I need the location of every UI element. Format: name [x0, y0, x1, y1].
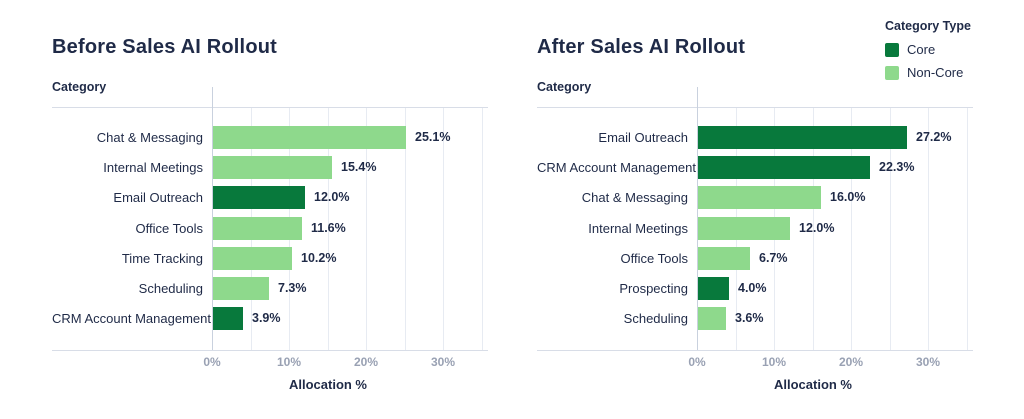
bar[interactable] — [213, 247, 292, 270]
bar[interactable] — [213, 186, 305, 209]
category-label: Scheduling — [138, 281, 203, 296]
x-tick-label: 20% — [838, 355, 864, 369]
gridline — [966, 108, 968, 350]
x-tick-label: 10% — [761, 355, 787, 369]
legend-title: Category Type — [885, 19, 971, 33]
category-label: CRM Account Management — [537, 160, 696, 175]
x-axis-line — [537, 350, 973, 351]
legend-item-non-core[interactable]: Non-Core — [885, 65, 971, 80]
gridline — [443, 108, 444, 350]
x-axis-title: Allocation % — [288, 377, 367, 392]
bar[interactable] — [213, 156, 332, 179]
gridline — [481, 108, 483, 350]
bar[interactable] — [213, 126, 406, 149]
gridline — [889, 108, 891, 350]
value-label: 3.9% — [252, 311, 281, 325]
non-core-color-swatch-icon — [885, 65, 899, 80]
bar[interactable] — [698, 247, 750, 270]
value-label: 10.2% — [301, 251, 337, 265]
core-color-swatch-icon — [885, 42, 899, 57]
category-label: Prospecting — [619, 281, 688, 296]
x-tick-label: 10% — [276, 355, 302, 369]
category-label: Chat & Messaging — [96, 130, 203, 145]
bar[interactable] — [213, 277, 269, 300]
zero-baseline — [212, 87, 213, 350]
x-axis-title: Allocation % — [773, 377, 852, 392]
gridline — [812, 108, 814, 350]
category-label: Office Tools — [135, 221, 203, 236]
gridline — [366, 108, 367, 350]
x-tick-label: 0% — [688, 355, 706, 369]
category-label: Office Tools — [620, 251, 688, 266]
axis-header-line — [52, 107, 488, 108]
x-tick-label: 30% — [915, 355, 941, 369]
value-label: 16.0% — [830, 190, 866, 204]
value-label: 12.0% — [799, 221, 835, 235]
legend-item-label: Non-Core — [907, 65, 964, 80]
gridline — [327, 108, 329, 350]
bar[interactable] — [698, 217, 790, 240]
category-label: Time Tracking — [121, 251, 203, 266]
value-label: 25.1% — [415, 130, 451, 144]
bar[interactable] — [213, 217, 302, 240]
bar[interactable] — [698, 126, 907, 149]
legend-item-label: Core — [907, 42, 936, 57]
category-label: Email Outreach — [598, 130, 688, 145]
value-label: 12.0% — [314, 190, 350, 204]
x-tick-label: 0% — [203, 355, 221, 369]
chart-before-rollout: Before Sales AI Rollout Category Chat & … — [52, 36, 489, 406]
category-label: Email Outreach — [113, 190, 203, 205]
legend: Category Type Core Non-Core — [885, 19, 971, 88]
bar[interactable] — [698, 277, 729, 300]
category-label: CRM Account Management — [52, 311, 211, 326]
category-label: Chat & Messaging — [581, 190, 688, 205]
bar[interactable] — [698, 186, 821, 209]
gridline — [404, 108, 406, 350]
category-label: Internal Meetings — [103, 160, 203, 175]
value-label: 22.3% — [879, 160, 915, 174]
chart-after-rollout: After Sales AI Rollout Category Email Ou… — [537, 36, 974, 406]
bar[interactable] — [698, 156, 870, 179]
value-label: 27.2% — [916, 130, 952, 144]
x-tick-label: 20% — [353, 355, 379, 369]
value-label: 4.0% — [738, 281, 767, 295]
gridline — [851, 108, 852, 350]
value-label: 15.4% — [341, 160, 377, 174]
gridline — [928, 108, 929, 350]
x-tick-label: 30% — [430, 355, 456, 369]
value-label: 6.7% — [759, 251, 788, 265]
bar[interactable] — [213, 307, 243, 330]
bar[interactable] — [698, 307, 726, 330]
value-label: 7.3% — [278, 281, 307, 295]
chart-title: Before Sales AI Rollout — [52, 36, 278, 58]
y-axis-title: Category — [52, 80, 107, 94]
zero-baseline — [697, 87, 698, 350]
category-label: Internal Meetings — [588, 221, 688, 236]
axis-header-line — [537, 107, 973, 108]
legend-item-core[interactable]: Core — [885, 42, 971, 57]
value-label: 11.6% — [311, 221, 346, 235]
category-label: Scheduling — [623, 311, 688, 326]
chart-title: After Sales AI Rollout — [537, 36, 746, 58]
value-label: 3.6% — [735, 311, 764, 325]
x-axis-line — [52, 350, 488, 351]
y-axis-title: Category — [537, 80, 592, 94]
